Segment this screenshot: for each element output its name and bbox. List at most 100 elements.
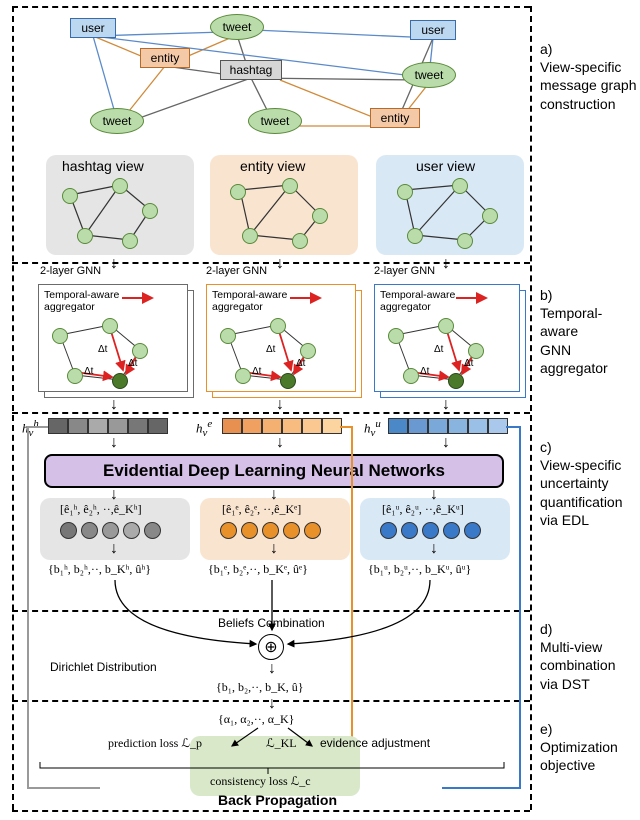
mini-node — [452, 178, 468, 194]
edl-box: Evidential Deep Learning Neural Networks — [44, 454, 504, 488]
mini-node — [122, 233, 138, 249]
center-node — [448, 373, 464, 389]
mini-node — [403, 368, 419, 384]
b-output: {b₁, b₂,··, b_K, û} — [216, 680, 304, 695]
entity-node-2: entity — [370, 108, 420, 128]
tweet-node-4: tweet — [248, 108, 302, 134]
down-arrow-icon: ↓ — [270, 540, 278, 558]
dt-h2: Δt — [128, 358, 137, 369]
frame-left — [12, 6, 14, 810]
div-cd — [12, 610, 530, 612]
stage-a-label: a) View-specific message graph construct… — [540, 40, 637, 113]
mini-node — [407, 228, 423, 244]
dt-h1: Δt — [84, 366, 93, 377]
mini-node — [242, 228, 258, 244]
mini-node — [132, 343, 148, 359]
mini-node — [397, 184, 413, 200]
node-label: tweet — [261, 114, 290, 128]
user-view-title: user view — [416, 158, 475, 174]
b-e: {b₁ᵉ, b₂ᵉ,··, b_Kᵉ, ûᵉ} — [208, 562, 308, 577]
down-arrow-icon: ↓ — [110, 255, 118, 273]
frame-right — [530, 6, 532, 810]
backprop-label: Back Propagation — [218, 792, 337, 808]
tweet-node-1: tweet — [210, 14, 264, 40]
dt-u3: Δt — [434, 344, 443, 355]
down-arrow-icon: ↓ — [110, 434, 118, 452]
ehat-e: [ê₁ᵉ, ê₂ᵉ, ··,ê_Kᵉ] — [222, 502, 301, 517]
agg-label-e: Temporal-aware aggregator — [212, 290, 287, 313]
node-label: tweet — [415, 68, 444, 82]
hvec-h — [48, 418, 168, 434]
node-label: user — [81, 21, 104, 35]
center-node — [280, 373, 296, 389]
tweet-node-3: tweet — [90, 108, 144, 134]
mini-node — [468, 343, 484, 359]
stage-e-label: e) Optimization objective — [540, 720, 618, 775]
node-label: hashtag — [230, 63, 273, 77]
mini-node — [220, 328, 236, 344]
down-arrow-icon: ↓ — [442, 434, 450, 452]
mini-node — [270, 318, 286, 334]
stage-d-label: d) Multi-view combination via DST — [540, 620, 616, 693]
hvec-e — [222, 418, 342, 434]
frame-top — [12, 6, 530, 8]
stage-c-label: c) View-specific uncertainty quantificat… — [540, 438, 623, 529]
evidence-adj-label: evidence adjustment — [320, 736, 430, 750]
node-label: entity — [151, 51, 180, 65]
node-label: entity — [381, 111, 410, 125]
down-arrow-icon: ↓ — [110, 396, 118, 414]
hvec-label-u: hvu — [364, 418, 381, 439]
mini-node — [52, 328, 68, 344]
entity-view-title: entity view — [240, 158, 305, 174]
user-node-2: user — [410, 20, 456, 40]
mini-node — [457, 233, 473, 249]
down-arrow-icon: ↓ — [442, 255, 450, 273]
down-arrow-icon: ↓ — [276, 434, 284, 452]
entity-node-1: entity — [140, 48, 190, 68]
dt-e3: Δt — [266, 344, 275, 355]
node-label: tweet — [103, 114, 132, 128]
agg-label-u: Temporal-aware aggregator — [380, 290, 455, 313]
mini-node — [482, 208, 498, 224]
oplus-icon: ⊕ — [258, 634, 284, 660]
mini-node — [230, 184, 246, 200]
div-bc — [12, 412, 530, 414]
gnn-label-3: 2-layer GNN — [374, 265, 435, 277]
tweet-node-2: tweet — [402, 62, 456, 88]
alpha-output: {α₁, α₂,··, α_K} — [218, 712, 294, 727]
mini-node — [292, 233, 308, 249]
hvec-u — [388, 418, 508, 434]
kl-loss-label: ℒ_KL — [266, 736, 297, 751]
user-node-1: user — [70, 18, 116, 38]
frame-bottom — [12, 810, 530, 812]
down-arrow-icon: ↓ — [110, 540, 118, 558]
pred-loss-label: prediction loss ℒ_p — [108, 736, 202, 751]
mini-node — [142, 203, 158, 219]
dirichlet-label: Dirichlet Distribution — [50, 660, 157, 674]
mini-node — [77, 228, 93, 244]
b-h: {b₁ʰ, b₂ʰ,··, b_Kʰ, ûʰ} — [48, 562, 151, 577]
down-arrow-icon: ↓ — [268, 660, 276, 678]
dt-e1: Δt — [252, 366, 261, 377]
mini-node — [300, 343, 316, 359]
mini-node — [112, 178, 128, 194]
balls-h — [60, 522, 161, 539]
balls-e — [220, 522, 321, 539]
dt-e2: Δt — [296, 358, 305, 369]
mini-node — [282, 178, 298, 194]
balls-u — [380, 522, 481, 539]
dt-h3: Δt — [98, 344, 107, 355]
down-arrow-icon: ↓ — [442, 396, 450, 414]
mini-node — [438, 318, 454, 334]
down-arrow-icon: ↓ — [276, 396, 284, 414]
node-label: user — [421, 23, 444, 37]
edl-title: Evidential Deep Learning Neural Networks — [103, 461, 445, 481]
beliefs-comb-label: Beliefs Combination — [218, 616, 325, 630]
hashtag-node: hashtag — [220, 60, 282, 80]
dt-u2: Δt — [464, 358, 473, 369]
down-arrow-icon: ↓ — [276, 255, 284, 273]
ehat-u: [ê₁ᵘ, ê₂ᵘ, ··,ê_Kᵘ] — [382, 502, 464, 517]
stage-b-label: b) Temporal- aware GNN aggregator — [540, 286, 608, 377]
down-arrow-icon: ↓ — [430, 540, 438, 558]
center-node — [112, 373, 128, 389]
